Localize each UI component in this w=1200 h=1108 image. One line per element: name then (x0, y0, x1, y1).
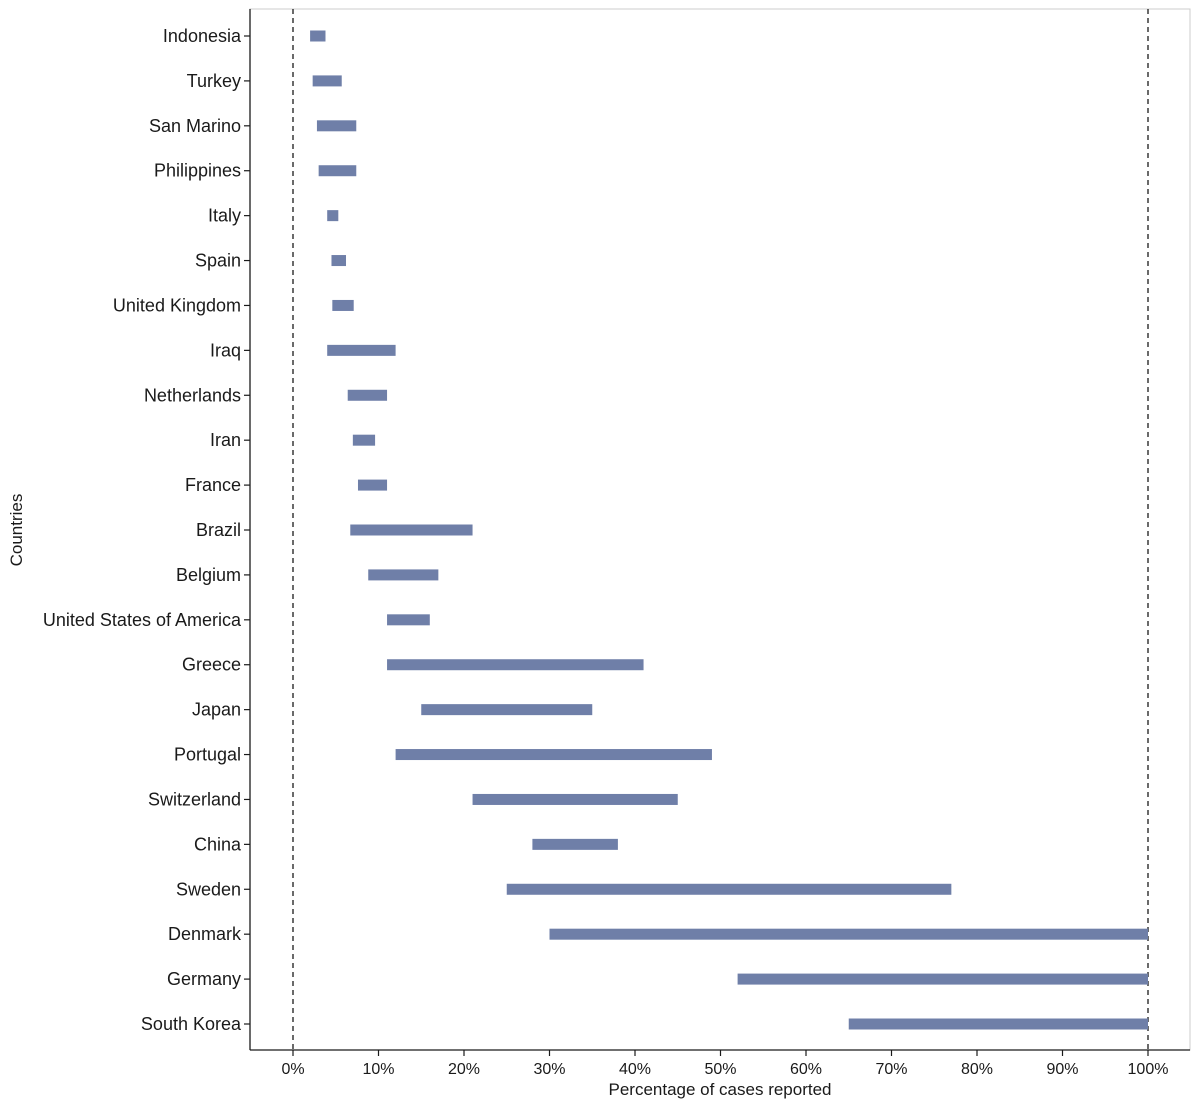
y-tick-label: Italy (208, 206, 241, 226)
y-tick-label: Spain (195, 251, 241, 271)
y-tick-label: Netherlands (144, 385, 241, 405)
bar-spain (331, 255, 347, 267)
x-tick-label: 70% (875, 1061, 907, 1078)
y-tick-label: Iran (210, 430, 241, 450)
x-tick-label: 20% (448, 1061, 480, 1078)
bar-philippines (318, 165, 357, 177)
y-tick-label: China (194, 834, 242, 854)
bar-denmark (549, 928, 1148, 940)
bar-south-korea (848, 1018, 1148, 1030)
y-tick-label: Philippines (154, 161, 241, 181)
y-tick-label: Sweden (176, 879, 241, 899)
y-axis: Indonesia Turkey San Marino Philippines Ital… (43, 26, 250, 1034)
x-tick-label: 50% (704, 1061, 736, 1078)
y-tick-label: Portugal (174, 745, 241, 765)
y-tick-label: United States of America (43, 610, 242, 630)
bar-switzerland (472, 793, 678, 805)
bar-indonesia (310, 30, 326, 42)
x-axis-title: Percentage of cases reported (608, 1080, 831, 1099)
x-tick-label: 0% (281, 1061, 304, 1078)
bar-greece (387, 659, 644, 671)
bar-japan (421, 704, 593, 716)
y-tick-label: Germany (167, 969, 241, 989)
x-tick-label: 30% (533, 1061, 565, 1078)
x-tick-label: 10% (362, 1061, 394, 1078)
bar-united-kingdom (332, 299, 354, 311)
x-axis: 0% 10% 20% 30% 40% 50% 60% 70% 80% 90% 100% (281, 1050, 1168, 1078)
bar-united-states-of-america (387, 614, 430, 626)
bar-germany (737, 973, 1148, 985)
bar-portugal (395, 749, 712, 761)
y-tick-label: South Korea (141, 1014, 242, 1034)
y-axis-title: Countries (7, 494, 26, 567)
y-tick-label: Indonesia (163, 26, 242, 46)
bar-belgium (368, 569, 439, 581)
x-tick-label: 60% (790, 1061, 822, 1078)
x-tick-label: 90% (1046, 1061, 1078, 1078)
bar-china (532, 838, 618, 850)
x-tick-label: 80% (961, 1061, 993, 1078)
y-tick-label: Turkey (187, 71, 241, 91)
bar-sweden (506, 883, 952, 895)
bar-netherlands (347, 389, 388, 401)
y-tick-label: Denmark (168, 924, 242, 944)
y-tick-label: Belgium (176, 565, 241, 585)
y-tick-label: Switzerland (148, 789, 241, 809)
y-tick-label: Iraq (210, 340, 241, 360)
bars (310, 30, 1148, 1030)
bar-iran (352, 434, 376, 446)
bar-turkey (312, 75, 342, 87)
y-tick-label: Brazil (196, 520, 241, 540)
y-tick-label: United Kingdom (113, 295, 241, 315)
bar-france (357, 479, 388, 491)
x-tick-label: 40% (619, 1061, 651, 1078)
bar-brazil (350, 524, 473, 536)
bar-iraq (327, 344, 396, 356)
y-tick-label: France (185, 475, 241, 495)
y-tick-label: Japan (192, 700, 241, 720)
y-tick-label: Greece (182, 655, 241, 675)
bar-italy (327, 210, 339, 222)
y-tick-label: San Marino (149, 116, 241, 136)
bar-san-marino (316, 120, 357, 132)
x-tick-label: 100% (1128, 1061, 1169, 1078)
reference-lines (292, 9, 1149, 1050)
